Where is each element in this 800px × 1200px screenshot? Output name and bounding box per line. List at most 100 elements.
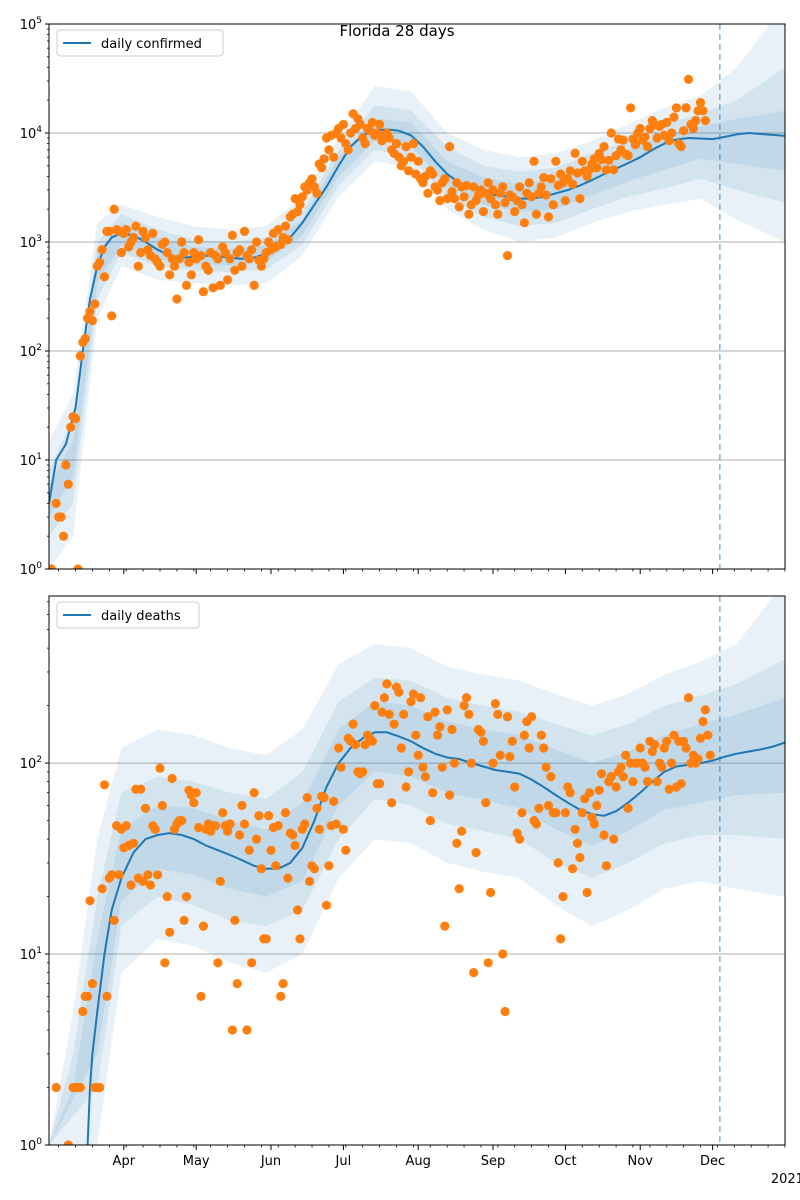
deaths-data-point — [705, 750, 715, 760]
deaths-data-point — [406, 697, 416, 707]
deaths-data-point — [288, 830, 298, 840]
deaths-data-point — [493, 709, 503, 720]
deaths-data-point — [452, 838, 462, 848]
confirmed-data-point — [179, 248, 189, 258]
deaths-data-point — [196, 991, 206, 1002]
deaths-data-point — [570, 824, 580, 834]
deaths-uncertainty-band-3 — [49, 697, 785, 1145]
deaths-data-point — [582, 887, 592, 898]
deaths-trend-line — [86, 731, 785, 1145]
confirmed-data-point — [184, 257, 194, 267]
confirmed-data-point — [104, 226, 114, 236]
deaths-data-point — [577, 808, 587, 818]
deaths-data-point — [667, 758, 677, 768]
deaths-data-point — [524, 743, 534, 753]
confirmed-data-point — [688, 123, 698, 134]
deaths-data-point — [408, 689, 418, 699]
confirmed-data-point — [51, 498, 61, 508]
deaths-data-point — [314, 824, 324, 834]
confirmed-data-point — [676, 142, 686, 152]
deaths-data-point — [271, 861, 281, 871]
deaths-data-point — [107, 870, 117, 880]
confirmed-data-point — [220, 248, 230, 258]
deaths-data-point — [527, 712, 537, 722]
x-month-label: Sep — [481, 1154, 506, 1169]
deaths-data-point — [394, 687, 404, 697]
deaths-data-point — [652, 777, 662, 787]
deaths-data-point — [83, 991, 93, 1002]
deaths-data-point — [191, 788, 201, 798]
confirmed-data-point — [527, 192, 537, 202]
confirmed-data-point — [423, 188, 433, 198]
confirmed-data-point — [384, 133, 394, 143]
deaths-data-point — [367, 736, 377, 746]
deaths-data-point — [486, 887, 496, 898]
confirmed-data-point — [165, 270, 175, 280]
x-month-label: Oct — [554, 1154, 576, 1169]
deaths-data-point — [490, 699, 500, 709]
confirmed-data-point — [529, 156, 539, 166]
deaths-data-point — [167, 773, 177, 784]
deaths-axes-frame — [48, 595, 786, 1146]
confirmed-data-point — [498, 182, 508, 192]
deaths-data-point — [85, 896, 95, 906]
deaths-data-point — [440, 921, 450, 931]
x-month-label: Dec — [700, 1154, 725, 1169]
deaths-data-point — [466, 758, 476, 768]
deaths-data-point — [488, 758, 498, 768]
deaths-data-point — [601, 861, 612, 871]
confirmed-data-point — [599, 142, 609, 152]
confirmed-data-point — [169, 261, 180, 271]
confirmed-data-point — [256, 261, 266, 271]
deaths-data-point — [290, 840, 300, 851]
deaths-data-point — [683, 693, 694, 703]
deaths-data-point — [51, 1082, 61, 1093]
deaths-data-point — [425, 816, 435, 826]
confirmed-data-point — [698, 106, 708, 116]
deaths-data-point — [300, 819, 310, 829]
confirmed-data-point — [107, 311, 117, 321]
deaths-data-point — [256, 864, 266, 874]
deaths-data-point — [435, 722, 445, 732]
confirmed-data-point — [223, 275, 233, 285]
deaths-legend: daily deaths — [56, 601, 200, 629]
confirmed-data-point — [493, 209, 503, 219]
confirmed-ytick-label: 103 — [20, 234, 42, 251]
deaths-data-point — [331, 819, 341, 829]
deaths-data-point — [227, 1025, 237, 1035]
confirmed-data-point — [445, 142, 455, 152]
confirmed-data-point — [95, 257, 105, 267]
confirmed-data-point — [208, 283, 218, 293]
deaths-data-point — [399, 709, 409, 720]
confirmed-data-point — [194, 235, 204, 245]
figure-title: Florida 28 days — [339, 22, 454, 40]
confirmed-data-point — [213, 254, 223, 264]
deaths-legend-label: daily deaths — [101, 609, 181, 624]
confirmed-data-point — [239, 226, 250, 236]
deaths-data-point — [515, 834, 525, 844]
confirmed-data-point — [203, 265, 213, 275]
confirmed-data-point — [683, 74, 694, 84]
confirmed-data-point — [329, 152, 339, 162]
deaths-data-point — [254, 811, 264, 821]
deaths-data-point — [606, 772, 616, 782]
x-month-label: Jun — [260, 1154, 281, 1169]
confirmed-data-point — [623, 151, 633, 161]
confirmed-data-point — [618, 135, 628, 145]
deaths-data-point — [329, 796, 339, 807]
confirmed-data-point — [572, 168, 583, 178]
deaths-data-point — [609, 834, 619, 844]
deaths-data-point — [338, 824, 348, 834]
deaths-data-point — [539, 743, 549, 753]
deaths-data-point — [476, 727, 486, 737]
deaths-data-point — [447, 724, 457, 735]
deaths-data-point — [700, 705, 711, 715]
deaths-data-point — [693, 754, 703, 764]
deaths-data-point — [375, 779, 385, 789]
deaths-data-point — [155, 763, 165, 773]
confirmed-data-point — [367, 117, 377, 127]
deaths-data-point — [551, 808, 561, 818]
confirmed-data-point — [276, 239, 286, 249]
confirmed-data-point — [565, 166, 575, 176]
